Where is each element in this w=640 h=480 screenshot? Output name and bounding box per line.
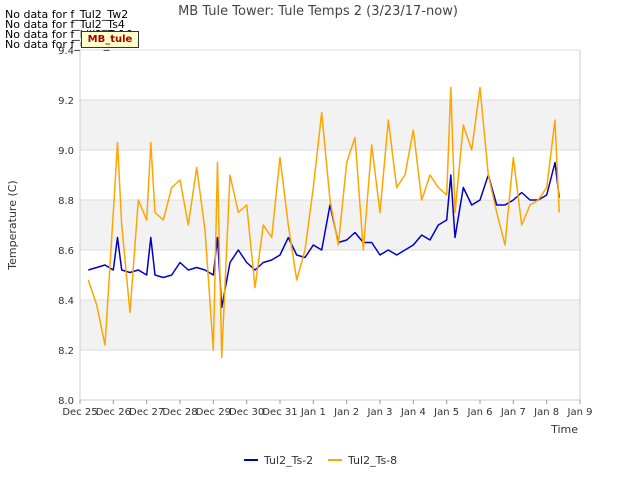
- x-tick-label: Jan 1: [300, 407, 326, 418]
- x-tick-label: Dec 31: [262, 407, 297, 418]
- grid-band: [80, 100, 580, 150]
- y-tick-label: 8.0: [58, 396, 74, 407]
- x-tick-label: Jan 4: [400, 407, 426, 418]
- x-tick-label: Dec 26: [96, 407, 131, 418]
- y-tick-label: 9.2: [58, 96, 74, 107]
- x-tick-label: Jan 2: [333, 407, 359, 418]
- x-tick-label: Jan 6: [467, 407, 493, 418]
- no-data-message: No data for f_kiij2_Ts16: [5, 28, 133, 41]
- x-tick-label: Dec 30: [229, 407, 264, 418]
- legend-label: Tul2_Ts-2: [263, 454, 313, 467]
- no-data-message: No data for f_Tul2_Ts4: [5, 18, 125, 31]
- series-line-Tul2_Ts-8: [87, 86, 560, 359]
- legend-label: Tul2_Ts-8: [347, 454, 397, 467]
- x-tick-label: Jan 9: [567, 407, 593, 418]
- x-tick-label: Jan 5: [433, 407, 459, 418]
- plot-background: [80, 50, 580, 400]
- x-tick-label: Dec 28: [162, 407, 197, 418]
- x-tick-label: Dec 25: [62, 407, 97, 418]
- y-tick-label: 8.4: [58, 296, 74, 307]
- y-axis-label: Temperature (C): [6, 180, 19, 270]
- grid-band: [80, 300, 580, 350]
- y-tick-label: 8.6: [58, 246, 74, 257]
- x-tick-label: Dec 29: [196, 407, 231, 418]
- chart-title: MB Tule Tower: Tule Temps 2 (3/23/17-now…: [178, 4, 458, 19]
- site-badge: MB_tule: [81, 31, 139, 48]
- series-layer: [87, 86, 560, 359]
- y-tick-label: 8.2: [58, 346, 74, 357]
- legend: Tul2_Ts-2 Tul2_Ts-8: [244, 454, 397, 467]
- x-axis-label: Time: [550, 423, 578, 436]
- no-data-message: No data for f_Tul2_Tw2: [5, 8, 129, 21]
- y-tick-label: 9.0: [58, 146, 74, 157]
- x-tick-label: Dec 27: [129, 407, 164, 418]
- x-tick-label: Jan 3: [367, 407, 393, 418]
- no-data-message: No data for f_uMB_Ts32: [5, 38, 134, 51]
- series-line-Tul2_Ts-2: [88, 161, 560, 309]
- x-tick-label: Jan 7: [500, 407, 526, 418]
- x-tick-label: Jan 8: [533, 407, 559, 418]
- grid-lines: [80, 49, 580, 401]
- y-tick-label: 9.4: [58, 46, 74, 57]
- y-tick-label: 8.8: [58, 196, 74, 207]
